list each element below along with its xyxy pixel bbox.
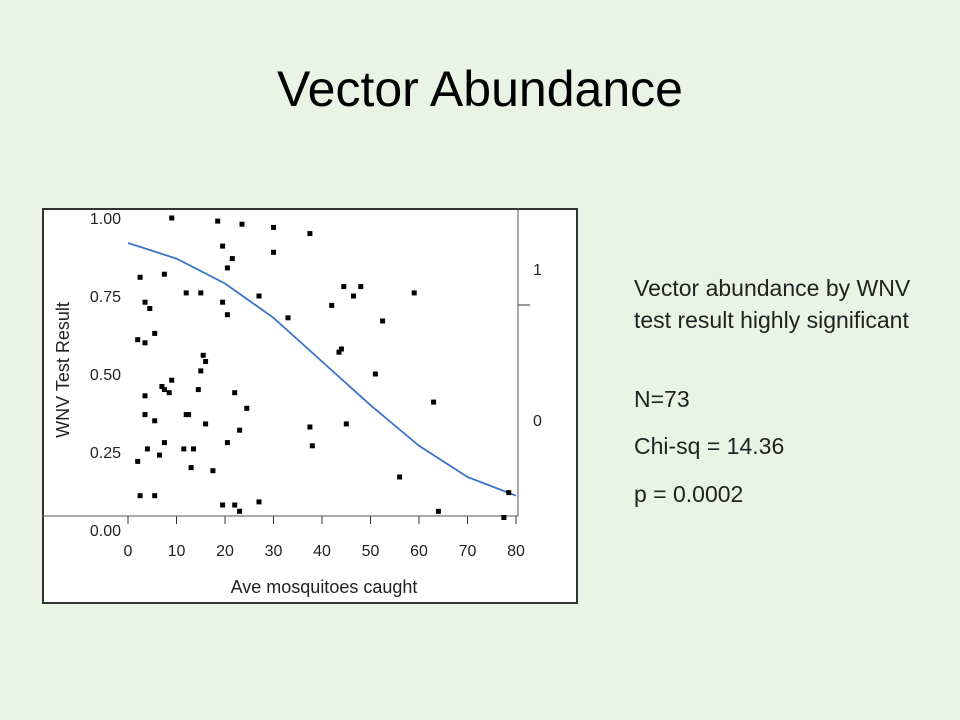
data-point [501, 515, 507, 520]
data-point [256, 293, 262, 299]
data-point [166, 390, 172, 396]
data-point [188, 465, 194, 471]
data-point [203, 421, 209, 427]
stats-n: N=73 [634, 386, 690, 412]
data-point [161, 271, 167, 277]
x-axis-title: Ave mosquitoes caught [231, 577, 418, 597]
data-point [152, 330, 158, 336]
data-point [309, 443, 315, 449]
right-axis-tick-label: 0 [533, 413, 542, 430]
data-point [142, 340, 148, 346]
data-point [232, 390, 238, 396]
data-point [372, 371, 378, 377]
fit-curve [127, 242, 517, 497]
data-point [351, 293, 356, 299]
data-point [237, 427, 243, 433]
data-point [152, 493, 158, 499]
y-axis-title: WNV Test Result [53, 302, 73, 438]
data-point [237, 508, 243, 514]
data-point [137, 493, 143, 499]
data-point [157, 452, 162, 458]
data-point [210, 468, 216, 474]
data-point [224, 265, 230, 271]
data-point [135, 458, 141, 464]
data-point [152, 418, 158, 424]
data-point [336, 349, 342, 355]
x-tick-label: 40 [313, 543, 331, 560]
data-point [271, 224, 276, 230]
x-tick-label: 30 [265, 543, 283, 560]
x-tick-label: 0 [124, 543, 133, 560]
x-tick-label: 10 [168, 543, 186, 560]
data-point [341, 284, 347, 290]
y-tick-label: 0.00 [90, 523, 121, 540]
data-point [229, 256, 235, 262]
x-tick-label: 70 [459, 543, 477, 560]
data-point [343, 421, 349, 427]
data-point [411, 290, 417, 296]
data-point [307, 231, 313, 237]
data-point [431, 399, 437, 405]
y-tick-label: 0.25 [90, 445, 121, 462]
data-point [195, 387, 201, 393]
data-point [244, 405, 250, 411]
data-point [169, 377, 175, 383]
x-tick-label: 80 [507, 543, 525, 560]
data-point [224, 312, 230, 318]
data-point [191, 446, 196, 452]
y-tick-label: 0.50 [90, 367, 121, 384]
data-point [203, 359, 209, 364]
data-point [397, 474, 403, 480]
data-point [220, 243, 226, 249]
data-point [307, 424, 313, 430]
data-point [135, 337, 141, 343]
y-axis-ticks: 0.00 0.25 0.50 0.75 1.00 [90, 211, 121, 540]
stats-chi-square: Chi-sq = 14.36 [634, 433, 785, 459]
data-point [338, 346, 344, 352]
slide-title: Vector Abundance [277, 61, 683, 117]
data-point [169, 215, 175, 221]
data-point [256, 499, 262, 505]
chart-frame [42, 208, 578, 604]
x-tick-label: 60 [410, 543, 428, 560]
x-axis-ticks: 0 10 20 30 40 50 60 70 80 [124, 516, 525, 560]
data-point [232, 502, 238, 508]
data-point [159, 384, 165, 389]
data-points [135, 215, 512, 520]
data-point [435, 508, 441, 514]
data-point [215, 218, 221, 224]
right-axis-tick-label: 1 [533, 262, 542, 279]
data-point [239, 221, 245, 227]
scatter-chart: 0.000.250.500.751.00 0 10 20 30 40 50 60 70 80 1… [42, 208, 542, 597]
y-tick-label: 0.75 [90, 289, 121, 306]
data-point [183, 290, 189, 296]
data-point [142, 299, 148, 305]
stats-description: Vector abundance by WNV test result high… [634, 275, 911, 333]
data-point [186, 412, 192, 418]
data-point [220, 502, 226, 508]
data-point [271, 249, 276, 255]
data-point [181, 446, 187, 452]
data-point [198, 290, 204, 296]
data-point [137, 274, 143, 280]
data-point [380, 318, 386, 324]
y-tick-label: 1.00 [90, 211, 121, 228]
data-point [142, 412, 148, 418]
data-point [200, 352, 206, 358]
data-point [161, 440, 167, 446]
stats-p-value: p = 0.0002 [634, 481, 744, 507]
data-point [147, 306, 153, 311]
x-tick-label: 20 [216, 543, 234, 560]
data-point [220, 299, 226, 305]
data-point [224, 440, 230, 446]
data-point [142, 393, 148, 399]
data-point [198, 368, 204, 374]
data-point [144, 446, 150, 452]
x-tick-label: 50 [362, 543, 380, 560]
data-point [329, 302, 335, 308]
data-point [506, 490, 512, 496]
data-point [161, 387, 167, 393]
data-point [358, 284, 364, 290]
data-point [285, 315, 291, 321]
